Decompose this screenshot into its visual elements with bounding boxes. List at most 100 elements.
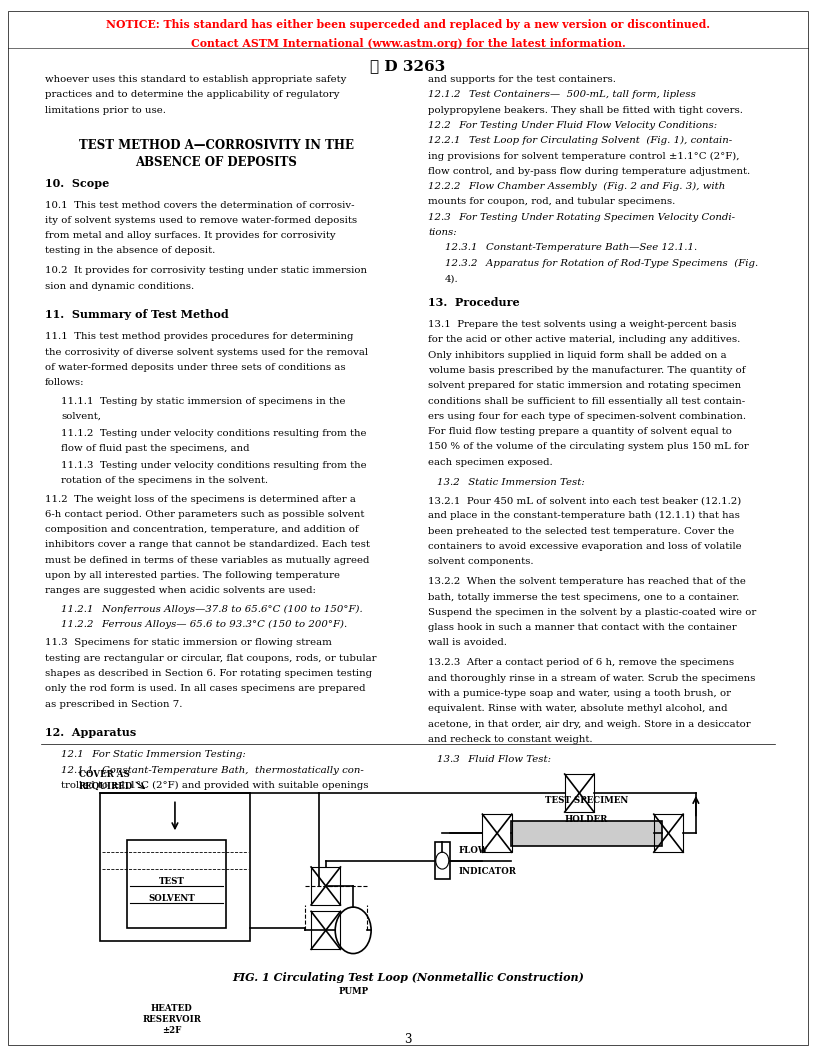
Text: from metal and alloy surfaces. It provides for corrosivity: from metal and alloy surfaces. It provid… xyxy=(45,231,335,240)
Text: 4).: 4). xyxy=(445,275,459,283)
Text: ing provisions for solvent temperature control ±1.1°C (2°F),: ing provisions for solvent temperature c… xyxy=(428,151,740,161)
Text: ers using four for each type of specimen-solvent combination.: ers using four for each type of specimen… xyxy=(428,412,747,421)
Text: for the acid or other active material, including any additives.: for the acid or other active material, i… xyxy=(428,336,741,344)
Text: 12.3.2   Apparatus for Rotation of Rod-Type Specimens  (Fig.: 12.3.2 Apparatus for Rotation of Rod-Typ… xyxy=(445,259,758,268)
Bar xyxy=(511,821,662,846)
Text: COVER AS
REQUIRED: COVER AS REQUIRED xyxy=(79,770,133,791)
Text: been preheated to the selected test temperature. Cover the: been preheated to the selected test temp… xyxy=(428,527,734,535)
Text: the corrosivity of diverse solvent systems used for the removal: the corrosivity of diverse solvent syste… xyxy=(45,347,368,357)
Text: as prescribed in Section 7.: as prescribed in Section 7. xyxy=(45,700,183,709)
Text: equivalent. Rinse with water, absolute methyl alcohol, and: equivalent. Rinse with water, absolute m… xyxy=(428,704,728,713)
Text: INDICATOR: INDICATOR xyxy=(459,867,517,875)
Text: follows:: follows: xyxy=(45,378,84,388)
Text: 12.2.2   Flow Chamber Assembly  (Fig. 2 and Fig. 3), with: 12.2.2 Flow Chamber Assembly (Fig. 2 and… xyxy=(428,182,725,191)
Text: of water-formed deposits under three sets of conditions as: of water-formed deposits under three set… xyxy=(45,363,345,372)
Text: 13.2.3  After a contact period of 6 h, remove the specimens: 13.2.3 After a contact period of 6 h, re… xyxy=(428,658,734,667)
Text: solvent prepared for static immersion and rotating specimen: solvent prepared for static immersion an… xyxy=(428,381,742,391)
Text: Suspend the specimen in the solvent by a plastic-coated wire or: Suspend the specimen in the solvent by a… xyxy=(428,608,756,617)
Text: solvent components.: solvent components. xyxy=(428,558,534,566)
Text: bath, totally immerse the test specimens, one to a container.: bath, totally immerse the test specimens… xyxy=(428,592,740,602)
Text: only the rod form is used. In all cases specimens are prepared: only the rod form is used. In all cases … xyxy=(45,684,366,694)
Text: 11.1.1  Testing by static immersion of specimens in the: 11.1.1 Testing by static immersion of sp… xyxy=(61,397,346,406)
Text: each specimen exposed.: each specimen exposed. xyxy=(428,457,553,467)
Text: FLOW: FLOW xyxy=(459,846,488,854)
Text: PUMP: PUMP xyxy=(338,987,368,997)
Text: TEST: TEST xyxy=(158,878,184,886)
Text: and recheck to constant weight.: and recheck to constant weight. xyxy=(428,735,593,743)
Text: limitations prior to use.: limitations prior to use. xyxy=(45,106,166,115)
Text: polypropylene beakers. They shall be fitted with tight covers.: polypropylene beakers. They shall be fit… xyxy=(428,106,743,115)
Text: For fluid flow testing prepare a quantity of solvent equal to: For fluid flow testing prepare a quantit… xyxy=(428,427,732,436)
Text: volume basis prescribed by the manufacturer. The quantity of: volume basis prescribed by the manufactu… xyxy=(428,366,746,375)
Bar xyxy=(100,793,251,941)
Text: Contact ASTM International (www.astm.org) for the latest information.: Contact ASTM International (www.astm.org… xyxy=(191,38,625,49)
Text: 12.1.1   Constant-Temperature Bath,  thermostatically con-: 12.1.1 Constant-Temperature Bath, thermo… xyxy=(61,766,364,774)
Text: 11.3  Specimens for static immersion or flowing stream: 11.3 Specimens for static immersion or f… xyxy=(45,639,332,647)
Text: inhibitors cover a range that cannot be standardized. Each test: inhibitors cover a range that cannot be … xyxy=(45,541,370,549)
Text: 13.3   Fluid Flow Test:: 13.3 Fluid Flow Test: xyxy=(437,755,551,763)
Text: 11.2  The weight loss of the specimens is determined after a: 11.2 The weight loss of the specimens is… xyxy=(45,494,356,504)
Text: conditions shall be sufficient to fill essentially all test contain-: conditions shall be sufficient to fill e… xyxy=(428,397,746,406)
Text: flow of fluid past the specimens, and: flow of fluid past the specimens, and xyxy=(61,444,250,453)
Text: ABSENCE OF DEPOSITS: ABSENCE OF DEPOSITS xyxy=(135,156,297,169)
Text: practices and to determine the applicability of regulatory: practices and to determine the applicabi… xyxy=(45,90,339,99)
Text: 12.1.2   Test Containers—  500-mL, tall form, lipless: 12.1.2 Test Containers— 500-mL, tall for… xyxy=(428,90,696,99)
Text: 12.3   For Testing Under Rotating Specimen Velocity Condi-: 12.3 For Testing Under Rotating Specimen… xyxy=(428,213,735,222)
Text: 11.2.1   Nonferrous Alloys—37.8 to 65.6°C (100 to 150°F).: 11.2.1 Nonferrous Alloys—37.8 to 65.6°C … xyxy=(61,605,363,614)
Text: 10.1  This test method covers the determination of corrosiv-: 10.1 This test method covers the determi… xyxy=(45,201,354,209)
Text: sion and dynamic conditions.: sion and dynamic conditions. xyxy=(45,282,194,290)
Text: HOLDER: HOLDER xyxy=(565,815,608,825)
Text: HEATED
RESERVOIR
±2F: HEATED RESERVOIR ±2F xyxy=(142,1004,201,1036)
Text: rotation of the specimens in the solvent.: rotation of the specimens in the solvent… xyxy=(61,476,268,485)
Text: containers to avoid excessive evaporation and loss of volatile: containers to avoid excessive evaporatio… xyxy=(428,542,742,551)
Text: 11.1.2  Testing under velocity conditions resulting from the: 11.1.2 Testing under velocity conditions… xyxy=(61,429,366,437)
Text: Ⓜ D 3263: Ⓜ D 3263 xyxy=(370,59,446,73)
Text: 10.2  It provides for corrosivity testing under static immersion: 10.2 It provides for corrosivity testing… xyxy=(45,266,367,276)
Text: 6-h contact period. Other parameters such as possible solvent: 6-h contact period. Other parameters suc… xyxy=(45,510,364,518)
Text: ity of solvent systems used to remove water-formed deposits: ity of solvent systems used to remove wa… xyxy=(45,215,357,225)
Bar xyxy=(311,867,340,905)
Text: trolled to ±1.1°C (2°F) and provided with suitable openings: trolled to ±1.1°C (2°F) and provided wit… xyxy=(61,780,369,790)
Text: NOTICE: This standard has either been superceded and replaced by a new version o: NOTICE: This standard has either been su… xyxy=(106,19,710,30)
Text: 11.1  This test method provides procedures for determining: 11.1 This test method provides procedure… xyxy=(45,333,353,341)
Text: TEST METHOD A—CORROSIVITY IN THE: TEST METHOD A—CORROSIVITY IN THE xyxy=(78,139,354,152)
Text: 13.2   Static Immersion Test:: 13.2 Static Immersion Test: xyxy=(437,477,584,487)
Text: 12.1   For Static Immersion Testing:: 12.1 For Static Immersion Testing: xyxy=(61,750,246,759)
Text: upon by all interested parties. The following temperature: upon by all interested parties. The foll… xyxy=(45,571,340,580)
Bar xyxy=(127,840,226,928)
Text: mounts for coupon, rod, and tubular specimens.: mounts for coupon, rod, and tubular spec… xyxy=(428,197,676,207)
Text: 12.3.1   Constant-Temperature Bath—See 12.1.1.: 12.3.1 Constant-Temperature Bath—See 12.… xyxy=(445,244,697,252)
Text: flow control, and by-pass flow during temperature adjustment.: flow control, and by-pass flow during te… xyxy=(428,167,751,176)
Text: 11.1.3  Testing under velocity conditions resulting from the: 11.1.3 Testing under velocity conditions… xyxy=(61,460,367,470)
Text: 13.1  Prepare the test solvents using a weight-percent basis: 13.1 Prepare the test solvents using a w… xyxy=(428,320,737,329)
Text: 10.  Scope: 10. Scope xyxy=(45,177,109,189)
Text: 12.  Apparatus: 12. Apparatus xyxy=(45,728,136,738)
Text: solvent,: solvent, xyxy=(61,412,101,421)
Text: 150 % of the volume of the circulating system plus 150 mL for: 150 % of the volume of the circulating s… xyxy=(428,442,749,452)
Text: ranges are suggested when acidic solvents are used:: ranges are suggested when acidic solvent… xyxy=(45,586,316,596)
Text: FIG. 1 Circulating Test Loop (Nonmetallic Construction): FIG. 1 Circulating Test Loop (Nonmetalli… xyxy=(232,972,584,982)
Text: 3: 3 xyxy=(404,1033,412,1045)
Text: 11.  Summary of Test Method: 11. Summary of Test Method xyxy=(45,309,228,320)
Text: Only inhibitors supplied in liquid form shall be added on a: Only inhibitors supplied in liquid form … xyxy=(428,351,727,360)
Text: must be defined in terms of these variables as mutually agreed: must be defined in terms of these variab… xyxy=(45,555,370,565)
Text: testing in the absence of deposit.: testing in the absence of deposit. xyxy=(45,246,215,256)
Text: SOLVENT: SOLVENT xyxy=(149,894,195,903)
Bar xyxy=(654,814,683,852)
Text: wall is avoided.: wall is avoided. xyxy=(428,639,508,647)
Bar xyxy=(311,911,340,949)
Text: 13.2.1  Pour 450 mL of solvent into each test beaker (12.1.2): 13.2.1 Pour 450 mL of solvent into each … xyxy=(428,496,742,505)
Text: 13.  Procedure: 13. Procedure xyxy=(428,297,520,308)
Bar xyxy=(435,843,450,879)
Bar xyxy=(565,774,594,812)
Text: acetone, in that order, air dry, and weigh. Store in a desiccator: acetone, in that order, air dry, and wei… xyxy=(428,719,751,729)
Text: TEST SPECIMEN: TEST SPECIMEN xyxy=(544,795,628,805)
Text: 13.2.2  When the solvent temperature has reached that of the: 13.2.2 When the solvent temperature has … xyxy=(428,578,747,586)
Bar xyxy=(482,814,512,852)
Text: 12.2.1   Test Loop for Circulating Solvent  (Fig. 1), contain-: 12.2.1 Test Loop for Circulating Solvent… xyxy=(428,136,733,146)
Text: and place in the constant-temperature bath (12.1.1) that has: and place in the constant-temperature ba… xyxy=(428,511,740,521)
Text: whoever uses this standard to establish appropriate safety: whoever uses this standard to establish … xyxy=(45,75,346,84)
Text: and thoroughly rinse in a stream of water. Scrub the specimens: and thoroughly rinse in a stream of wate… xyxy=(428,674,756,682)
Text: tions:: tions: xyxy=(428,228,457,238)
Text: glass hook in such a manner that contact with the container: glass hook in such a manner that contact… xyxy=(428,623,737,633)
